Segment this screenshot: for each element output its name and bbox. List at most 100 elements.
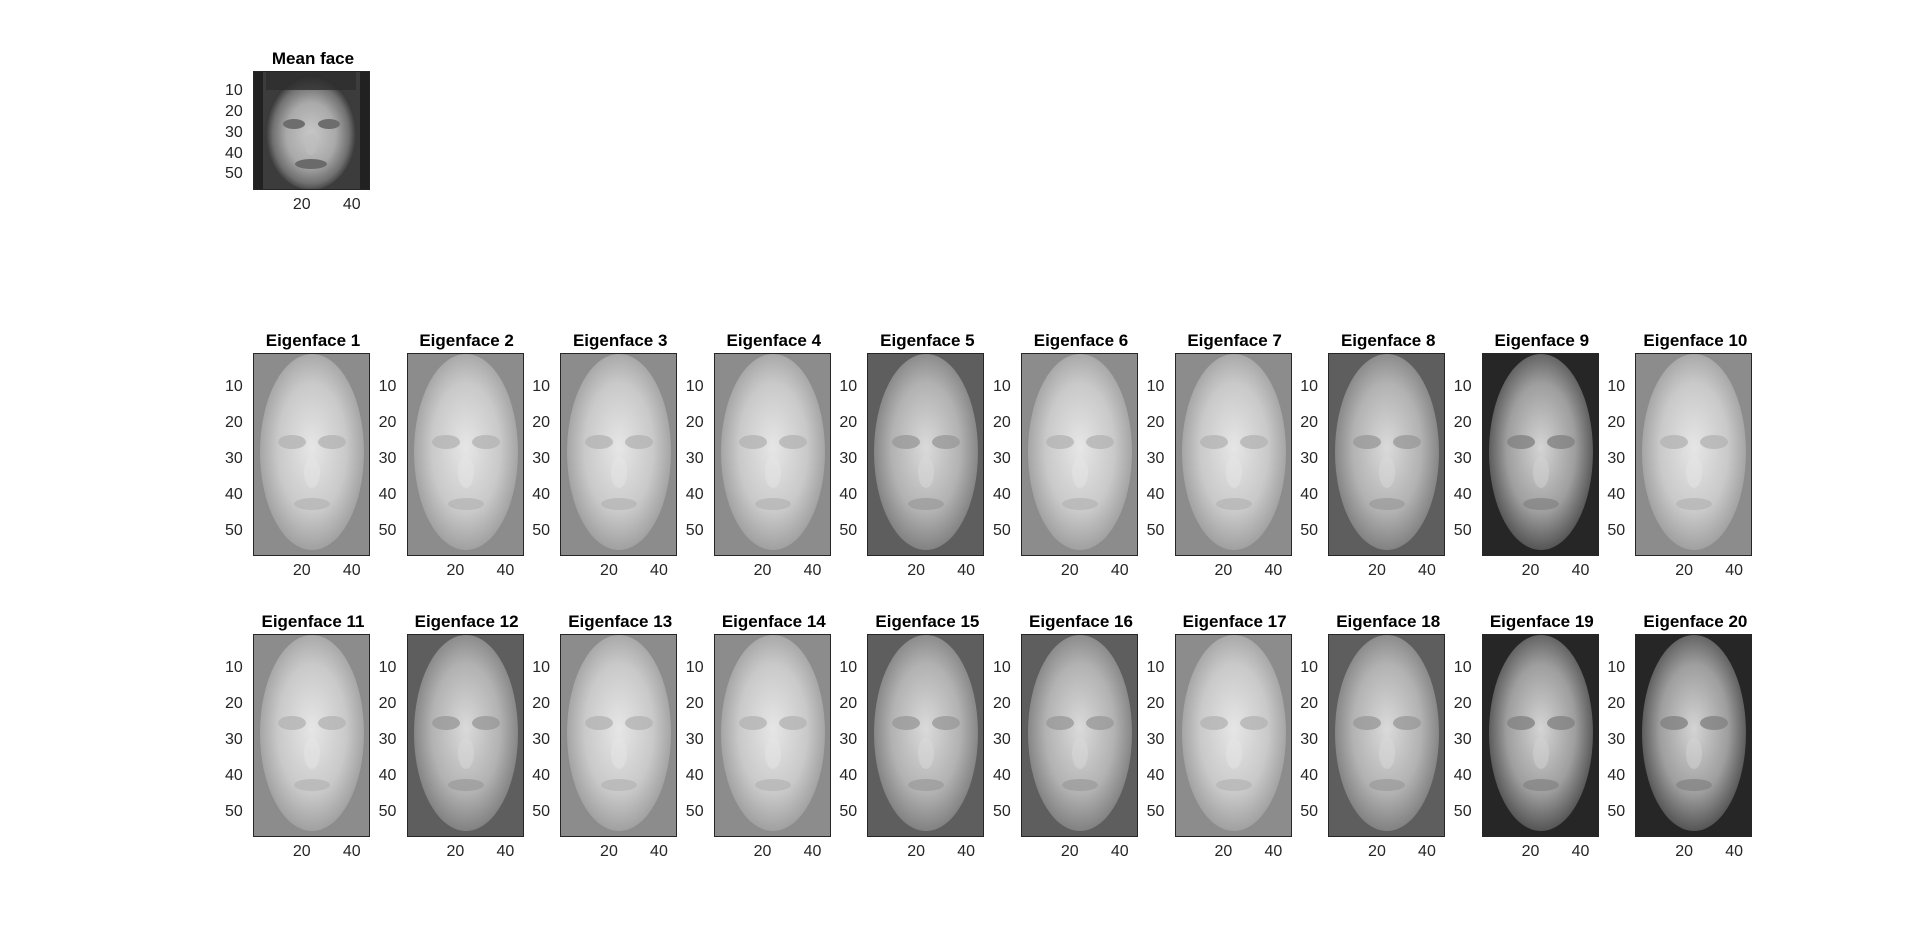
eigenface-ytick: 50	[1146, 521, 1165, 539]
eigenface-xtick: 20	[907, 843, 926, 860]
eigenface-ytick: 20	[1607, 694, 1626, 712]
eigenface-panel: Eigenface 1 10 20 30 40 50 20 40	[225, 331, 373, 579]
eigenface-ytick: 50	[685, 521, 704, 539]
eigenface-ytick: 50	[225, 521, 243, 539]
eigenface-ytick: 20	[378, 694, 397, 712]
eigenface-title: Eigenface 14	[721, 612, 826, 631]
mean-face-xtick: 40	[342, 196, 361, 213]
eigenface-ytick: 10	[378, 659, 397, 677]
eigenface-ytick: 50	[993, 521, 1011, 539]
eigenface-ytick: 50	[1146, 802, 1165, 820]
eigenface-xtick: 40	[803, 562, 822, 579]
eigenface-svg	[561, 354, 677, 555]
eigenface-ytick: 10	[1453, 659, 1472, 677]
eigenface-xtick: 20	[1675, 562, 1694, 579]
eigenface-ytick: 10	[1607, 659, 1626, 677]
eigenface-xtick: 40	[1725, 562, 1744, 579]
eigenface-ytick: 20	[685, 694, 704, 712]
eigenface-ytick: 10	[993, 378, 1011, 396]
eigenface-ytick: 20	[685, 413, 704, 431]
eigenface-title: Eigenface 11	[261, 612, 365, 631]
eigenface-ytick: 30	[532, 730, 550, 748]
eigenface-ytick: 30	[378, 449, 397, 467]
mean-face-xtick: 20	[292, 196, 311, 213]
eigenface-image	[406, 353, 524, 556]
eigenface-ytick: 50	[532, 521, 550, 539]
eigenface-image	[1174, 634, 1292, 837]
eigenface-ytick: 10	[1453, 378, 1472, 396]
eigenface-svg	[1329, 635, 1445, 836]
eigenface-panel: Eigenface 13 10 20 30 40 50 20 40	[532, 612, 680, 860]
eigenface-panel: Eigenface 17 10 20 30 40 50 20 40	[1147, 612, 1295, 860]
eigenface-ytick: 30	[1300, 730, 1318, 748]
mean-face-ytick: 40	[225, 144, 243, 162]
eigenface-title: Eigenface 2	[419, 331, 514, 350]
eigenface-image	[253, 634, 370, 837]
eigenface-ytick: 20	[225, 694, 243, 712]
eigenface-image	[713, 353, 831, 556]
eigenface-xtick: 40	[957, 843, 976, 860]
eigenface-ytick: 30	[1453, 730, 1472, 748]
eigenface-image	[1635, 353, 1753, 556]
eigenface-ytick: 50	[993, 802, 1011, 820]
eigenface-ytick: 40	[225, 485, 243, 503]
mean-face-panel: Mean face	[225, 49, 373, 261]
eigenface-ytick: 50	[839, 802, 858, 820]
eigenface-svg	[714, 635, 830, 836]
eigenface-ytick: 10	[1146, 659, 1165, 677]
eigenface-image	[1174, 353, 1292, 556]
eigenface-panel: Eigenface 12 10 20 30 40 50 20 40	[379, 612, 527, 860]
eigenface-ytick: 20	[1146, 694, 1165, 712]
eigenface-svg	[1175, 635, 1291, 836]
eigenface-image	[1481, 634, 1599, 837]
eigenface-xtick: 20	[292, 843, 311, 860]
eigenface-title: Eigenface 18	[1336, 612, 1441, 631]
eigenface-xtick: 20	[1060, 843, 1079, 860]
eigenface-image	[867, 353, 985, 556]
eigenface-title: Eigenface 9	[1494, 331, 1590, 350]
eigenface-xtick: 20	[1521, 562, 1540, 579]
eigenface-ytick: 10	[685, 659, 704, 677]
eigenface-ytick: 50	[1607, 521, 1626, 539]
eigenface-panel: Eigenface 14 10 20 30 40 50 20 40	[686, 612, 834, 860]
mean-face-ytick: 50	[225, 165, 243, 183]
eigenface-image	[867, 634, 985, 837]
eigenface-svg	[1022, 354, 1137, 555]
eigenface-panel: Eigenface 4 10 20 30 40 50 20 40	[686, 331, 834, 579]
eigenface-xtick: 20	[1521, 843, 1540, 860]
eigenface-ytick: 10	[685, 378, 704, 396]
eigenface-ytick: 30	[1300, 449, 1318, 467]
eigenface-title: Eigenface 1	[265, 331, 361, 350]
eigenface-xtick: 40	[1725, 843, 1744, 860]
eigenface-ytick: 40	[378, 766, 397, 784]
eigenface-panel: Eigenface 5 10 20 30 40 50 20 40	[839, 331, 987, 579]
eigenface-ytick: 10	[839, 659, 858, 677]
eigenface-ytick: 20	[1300, 694, 1318, 712]
eigenface-image	[1328, 353, 1446, 556]
eigenface-ytick: 30	[1607, 730, 1626, 748]
eigenface-ytick: 20	[839, 413, 858, 431]
eigenface-ytick: 50	[1300, 802, 1318, 820]
eigenface-ytick: 30	[225, 449, 243, 467]
eigenface-ytick: 40	[1146, 766, 1165, 784]
eigenface-image	[406, 634, 524, 837]
eigenface-ytick: 50	[1453, 521, 1472, 539]
eigenface-image	[1635, 634, 1753, 837]
eigenface-svg	[254, 354, 369, 555]
mean-face-ytick: 30	[225, 123, 243, 141]
eigenface-panel: Eigenface 3 10 20 30 40 50 20 40	[532, 331, 680, 579]
eigenface-image	[560, 353, 678, 556]
eigenface-image	[560, 634, 678, 837]
eigenface-image	[1021, 353, 1138, 556]
eigenface-ytick: 20	[1607, 413, 1626, 431]
eigenface-ytick: 10	[1300, 659, 1318, 677]
eigenface-title: Eigenface 16	[1029, 612, 1133, 631]
eigenface-ytick: 40	[532, 766, 550, 784]
eigenface-xtick: 40	[496, 843, 515, 860]
eigenface-title: Eigenface 13	[568, 612, 673, 631]
eigenface-svg	[1636, 354, 1752, 555]
eigenface-panel: Eigenface 6 10 20 30 40 50 20 40	[993, 331, 1141, 579]
eigenface-ytick: 40	[993, 766, 1011, 784]
eigenface-image	[1328, 634, 1446, 837]
eigenface-ytick: 50	[1607, 802, 1626, 820]
